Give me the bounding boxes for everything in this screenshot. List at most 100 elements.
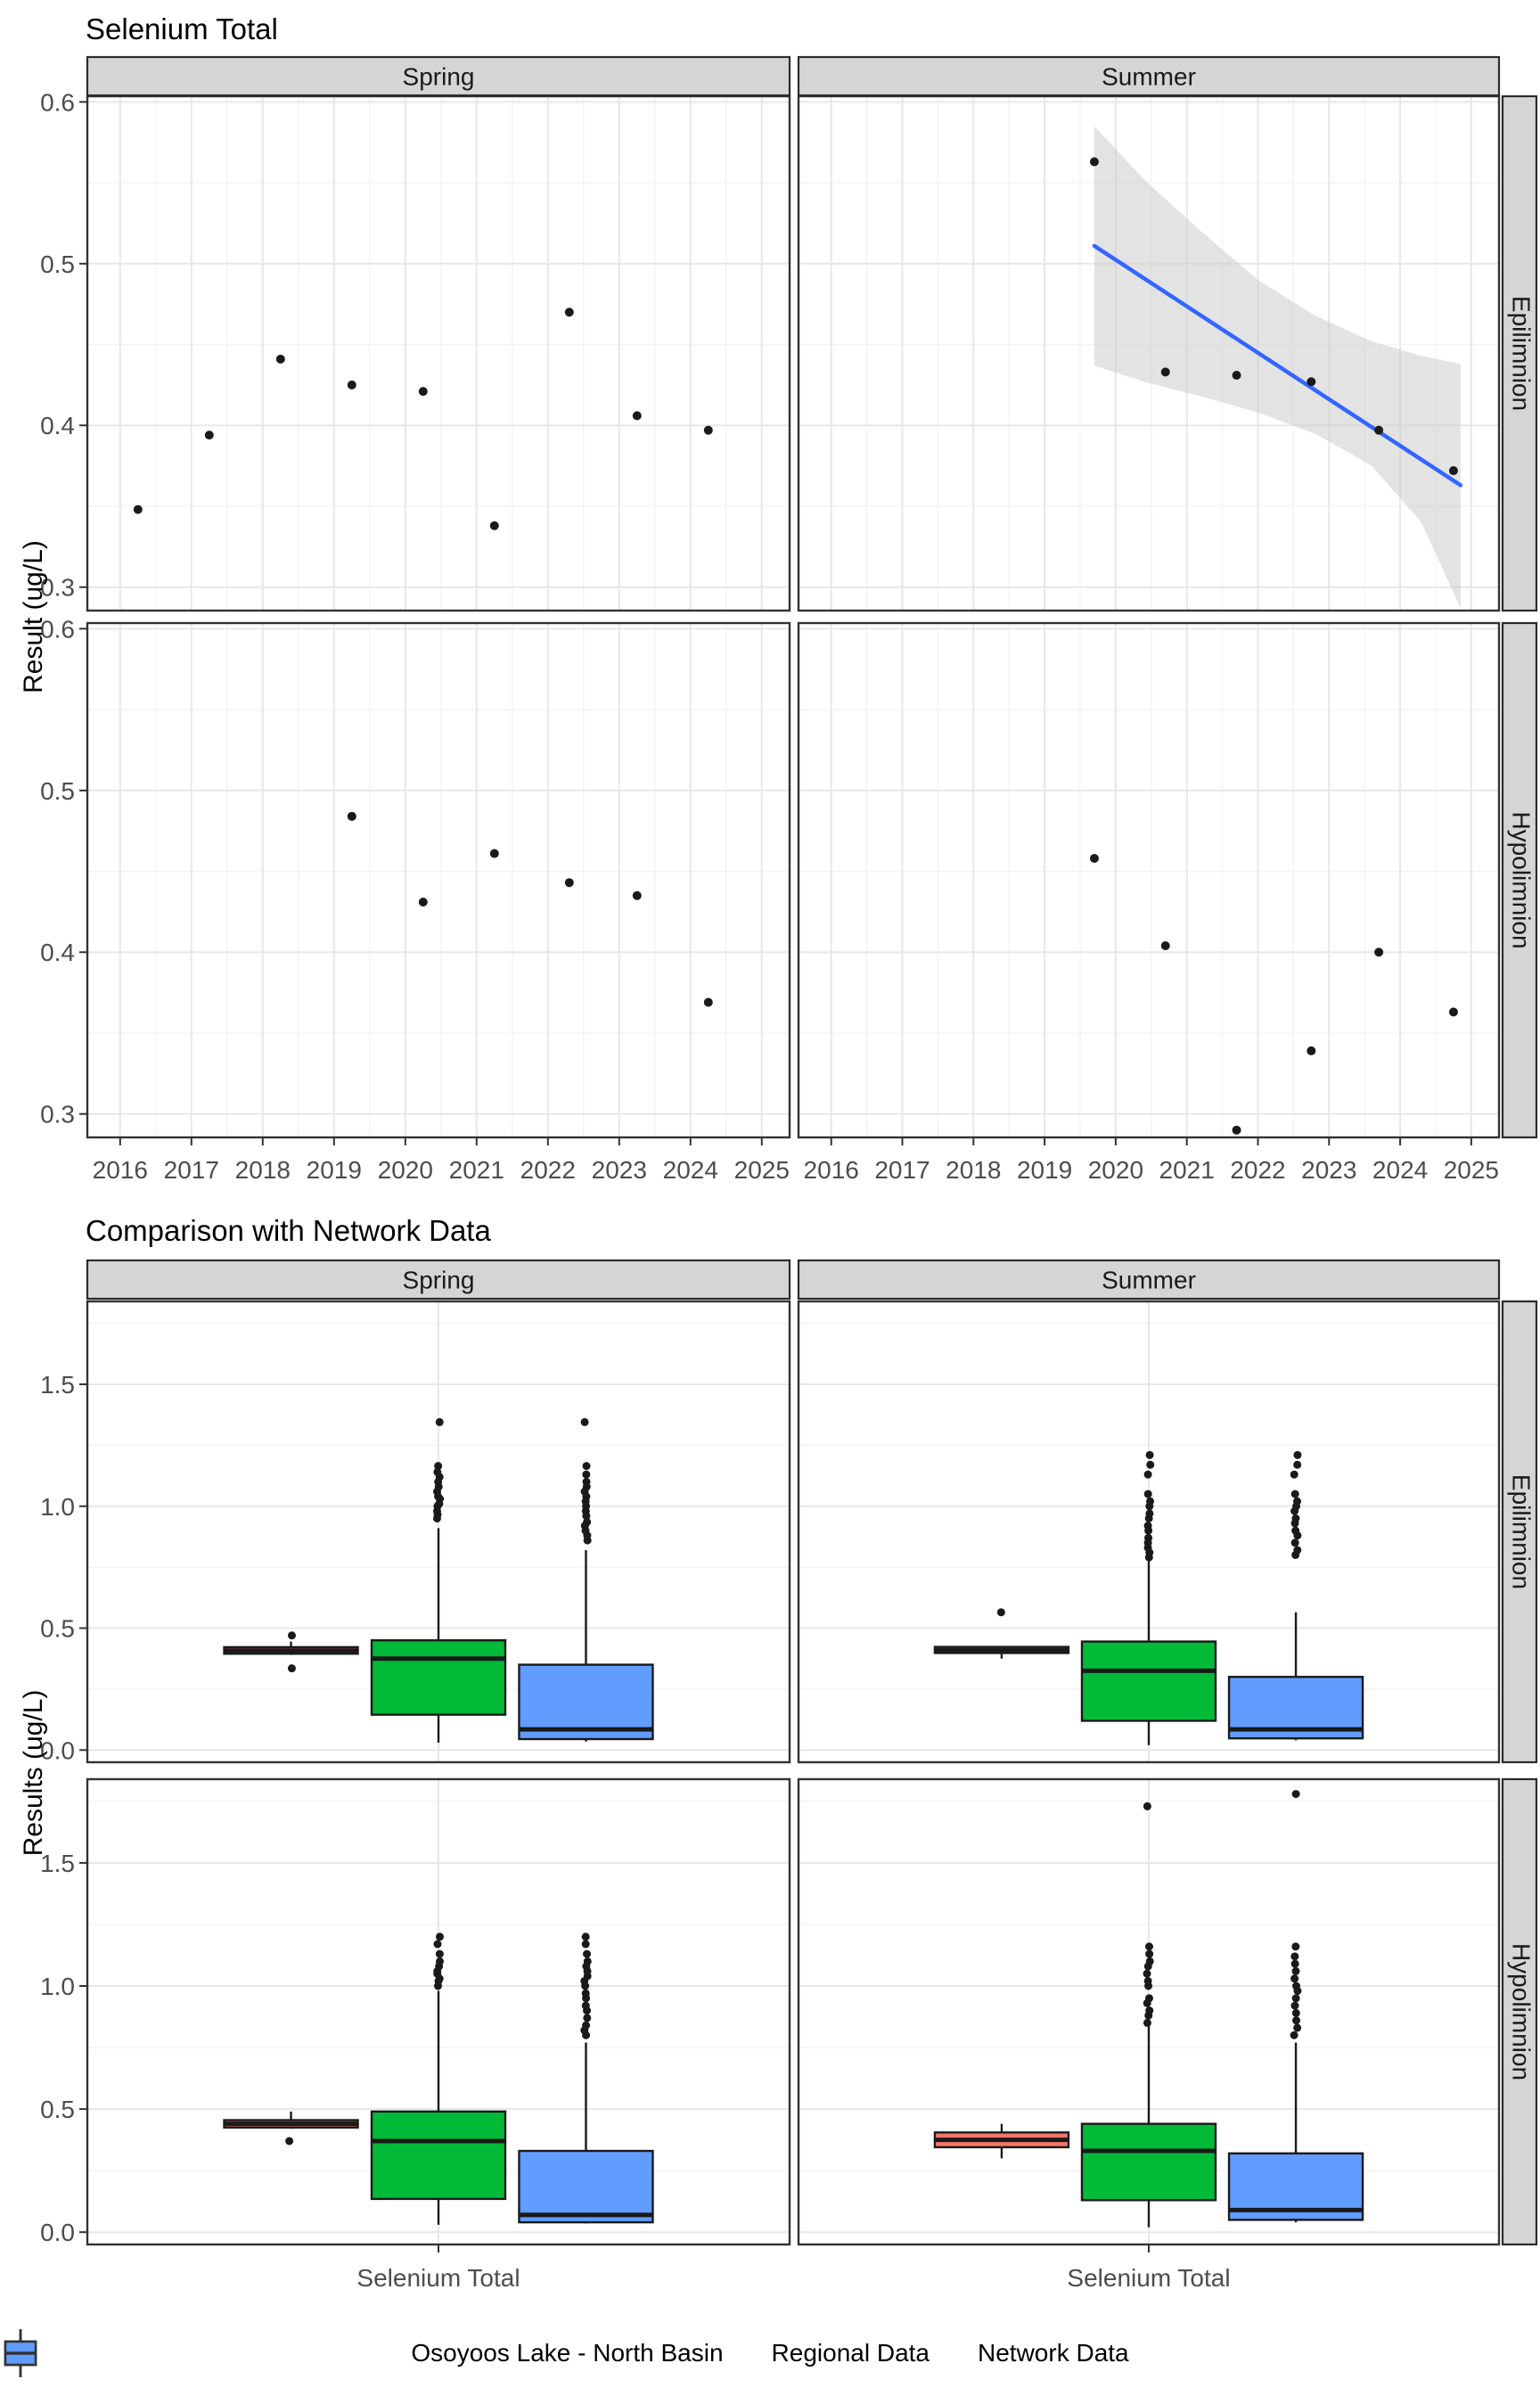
x-tick-label: 2016 (93, 1156, 148, 1184)
x-tick-label: 2017 (164, 1156, 219, 1184)
outlier-point (1291, 1960, 1299, 1968)
outlier-point (1290, 1974, 1298, 1982)
data-point (1090, 157, 1099, 166)
outlier-point (1144, 1534, 1152, 1542)
x-tick-label: 2019 (1017, 1156, 1072, 1184)
facet-strip-label: Epilimnion (1508, 1474, 1536, 1589)
outlier-point (584, 1957, 592, 1965)
data-point (704, 997, 713, 1006)
outlier-point (1291, 1527, 1299, 1535)
outlier-point (436, 1932, 444, 1941)
outlier-point (1144, 1522, 1152, 1530)
outlier-point (582, 2002, 590, 2010)
legend-label: Osoyoos Lake - North Basin (411, 2339, 723, 2367)
x-tick-label: 2016 (804, 1156, 859, 1184)
data-point (1449, 466, 1458, 475)
boxplot-box (1082, 2124, 1216, 2201)
x-tick-label: 2021 (1159, 1156, 1215, 1184)
outlier-point (1292, 1790, 1300, 1798)
outlier-point (1144, 1490, 1152, 1498)
outlier-point (582, 2022, 590, 2030)
outlier-point (1290, 2031, 1298, 2039)
y-tick-label: 0.6 (40, 88, 75, 116)
legend-label: Network Data (978, 2339, 1129, 2367)
panel-background (87, 623, 790, 1137)
outlier-point (1144, 1471, 1152, 1479)
x-tick-label: 2018 (946, 1156, 1001, 1184)
data-point (276, 355, 285, 364)
outlier-point (288, 1631, 296, 1639)
outlier-point (582, 1941, 590, 1949)
outlier-point (582, 1471, 590, 1479)
legend-label: Regional Data (772, 2339, 930, 2367)
y-tick-label: 0.4 (40, 939, 75, 966)
outlier-point (1293, 1451, 1301, 1459)
outlier-point (433, 1941, 441, 1949)
data-point (490, 849, 499, 858)
boxplot-box (372, 1640, 505, 1714)
outlier-point (1146, 1451, 1154, 1459)
data-point (1307, 1046, 1315, 1055)
data-point (419, 387, 428, 396)
outlier-point (1143, 1802, 1151, 1810)
boxplot-box (519, 2151, 652, 2222)
outlier-point (1146, 1957, 1154, 1965)
data-point (1374, 948, 1383, 956)
outlier-point (1292, 2016, 1300, 2024)
data-point (633, 411, 642, 420)
data-point (1233, 1126, 1241, 1135)
y-tick-label: 1.5 (40, 1371, 75, 1399)
x-tick-label: 2017 (874, 1156, 930, 1184)
x-tick-label: 2025 (1444, 1156, 1499, 1184)
outlier-point (1145, 1509, 1153, 1517)
outlier-point (1144, 1977, 1152, 1985)
outlier-point (1292, 1982, 1300, 1990)
outlier-point (582, 1990, 590, 1998)
x-tick-label: 2018 (235, 1156, 291, 1184)
x-tick-label: 2024 (1372, 1156, 1428, 1184)
outlier-point (288, 1664, 296, 1672)
chart1-y-axis-title: Result (ug/L) (19, 540, 49, 693)
outlier-point (1293, 1547, 1301, 1555)
outlier-point (1146, 1498, 1154, 1506)
outlier-point (1290, 2002, 1298, 2010)
panel-background (87, 96, 790, 611)
facet-strip-label: Epilimnion (1508, 296, 1536, 411)
x-tick-label: 2020 (378, 1156, 433, 1184)
y-tick-label: 0.5 (40, 250, 75, 278)
outlier-point (1291, 1514, 1299, 1522)
legend-item-osoyoos: Osoyoos Lake - North Basin (411, 2339, 723, 2367)
data-point (1233, 371, 1241, 380)
outlier-point (583, 1478, 591, 1486)
outlier-point (1145, 1942, 1153, 1950)
outlier-point (1291, 1539, 1299, 1547)
legend-item-network: Network Data (978, 2339, 1129, 2367)
facet-strip-label: Spring (403, 63, 475, 91)
x-category-label: Selenium Total (1067, 2264, 1230, 2292)
outlier-point (1145, 1994, 1153, 2002)
outlier-point (1290, 1952, 1298, 1960)
outlier-point (285, 2138, 293, 2146)
outlier-point (1143, 1970, 1151, 1978)
x-tick-label: 2023 (592, 1156, 647, 1184)
outlier-point (582, 1932, 590, 1941)
outlier-point (436, 1418, 444, 1426)
outlier-point (1293, 1461, 1301, 1469)
y-tick-label: 0.0 (40, 2219, 75, 2246)
x-tick-label: 2019 (307, 1156, 362, 1184)
data-point (1449, 1007, 1458, 1016)
data-point (704, 426, 713, 435)
outlier-point (1291, 1942, 1299, 1950)
boxplot-legend: Osoyoos Lake - North Basin Regional Data… (0, 2319, 1540, 2387)
outlier-point (1290, 1471, 1298, 1479)
outlier-point (1291, 1490, 1299, 1498)
outlier-point (436, 1950, 444, 1958)
boxplot-box (372, 2112, 505, 2199)
legend-item-regional: Regional Data (772, 2339, 930, 2367)
outlier-point (1145, 1950, 1153, 1958)
y-tick-label: 0.5 (40, 2096, 75, 2123)
outlier-point (1293, 2023, 1301, 2031)
boxplot-box (1082, 1642, 1216, 1721)
facet-strip-label: Hypolimnion (1508, 811, 1536, 948)
x-tick-label: 2024 (663, 1156, 718, 1184)
